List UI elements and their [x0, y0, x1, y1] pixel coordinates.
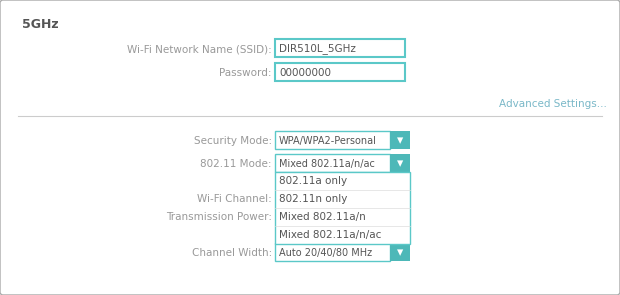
Text: Mixed 802.11a/n/ac: Mixed 802.11a/n/ac [279, 230, 381, 240]
Bar [275, 39, 405, 57]
Text: ▾: ▾ [397, 158, 403, 171]
Text: 00000000: 00000000 [279, 68, 331, 78]
Bar [275, 172, 410, 244]
Text: Mixed 802.11a/n/ac: Mixed 802.11a/n/ac [279, 159, 375, 169]
Bar [275, 63, 405, 81]
Text: Transmission Power:: Transmission Power: [166, 212, 272, 222]
Text: Security Mode:: Security Mode: [194, 136, 272, 146]
Text: WPA/WPA2-Personal: WPA/WPA2-Personal [279, 136, 377, 146]
Bar [390, 243, 410, 261]
Text: ▾: ▾ [397, 135, 403, 148]
Text: 802.11 Mode:: 802.11 Mode: [200, 159, 272, 169]
Text: ▾: ▾ [397, 247, 403, 260]
Text: Auto 20/40/80 MHz: Auto 20/40/80 MHz [279, 248, 372, 258]
Bar [390, 131, 410, 149]
Text: Channel Width:: Channel Width: [192, 248, 272, 258]
Text: 802.11a only: 802.11a only [279, 176, 347, 186]
Text: Password:: Password: [219, 68, 272, 78]
Bar [275, 154, 390, 172]
Text: DIR510L_5GHz: DIR510L_5GHz [279, 44, 356, 55]
Text: Advanced Settings...: Advanced Settings... [499, 99, 607, 109]
Bar [275, 243, 390, 261]
Bar [390, 154, 410, 172]
Text: 5GHz: 5GHz [22, 18, 59, 31]
Text: Wi-Fi Network Name (SSID):: Wi-Fi Network Name (SSID): [127, 44, 272, 54]
Bar [275, 131, 390, 149]
Text: 802.11n only: 802.11n only [279, 194, 347, 204]
Text: Wi-Fi Channel:: Wi-Fi Channel: [197, 194, 272, 204]
Text: Mixed 802.11a/n: Mixed 802.11a/n [279, 212, 366, 222]
